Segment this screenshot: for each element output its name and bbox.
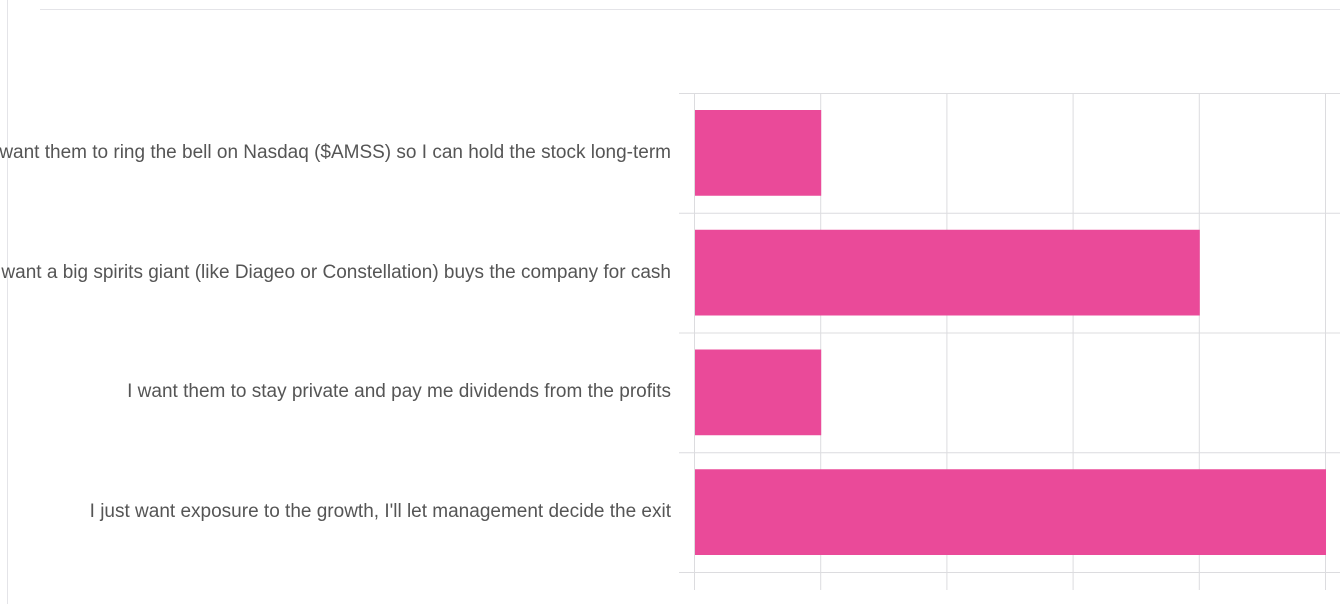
category-label: I want a big spirits giant (like Diageo … <box>0 261 671 283</box>
bar <box>695 469 1326 555</box>
panel-left-border <box>7 0 8 604</box>
category-label-column: I want them to ring the bell on Nasdaq (… <box>0 141 671 523</box>
bar <box>695 110 822 196</box>
category-label: I want them to ring the bell on Nasdaq (… <box>0 141 671 163</box>
category-label: I just want exposure to the growth, I'll… <box>89 501 671 523</box>
panel-top-border <box>40 9 1340 10</box>
bar <box>695 349 822 436</box>
bar <box>695 229 1200 316</box>
category-label: I want them to stay private and pay me d… <box>127 381 671 403</box>
